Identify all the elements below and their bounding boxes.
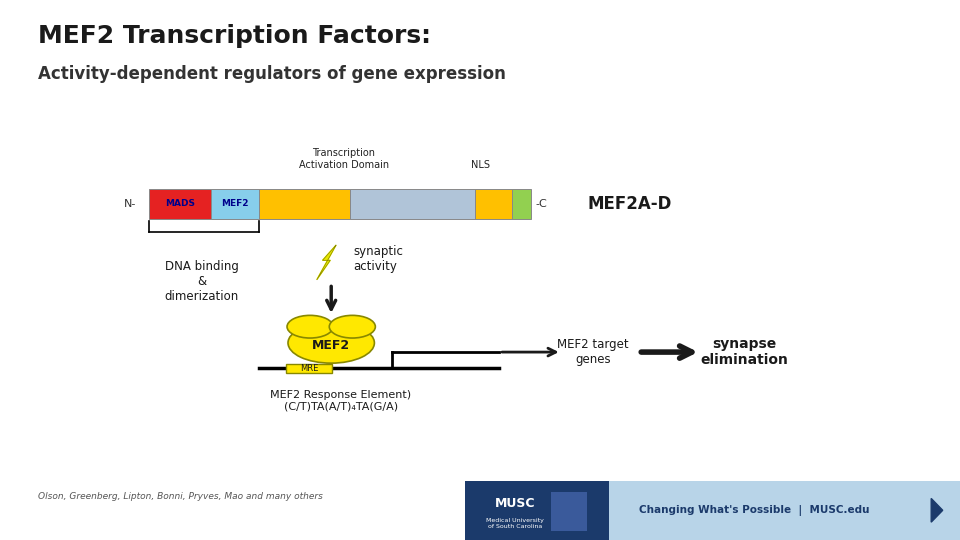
Text: MEF2: MEF2 bbox=[222, 199, 249, 208]
Ellipse shape bbox=[288, 322, 374, 363]
Text: Changing What's Possible  |  MUSC.edu: Changing What's Possible | MUSC.edu bbox=[639, 505, 870, 516]
Bar bbox=[350, 189, 475, 219]
Ellipse shape bbox=[329, 315, 375, 338]
Bar bbox=[465, 481, 609, 540]
Text: MRE: MRE bbox=[300, 364, 319, 373]
Text: MEF2: MEF2 bbox=[312, 339, 350, 352]
Text: NLS: NLS bbox=[470, 160, 490, 170]
Text: Activity-dependent regulators of gene expression: Activity-dependent regulators of gene ex… bbox=[38, 65, 506, 83]
Ellipse shape bbox=[287, 315, 333, 338]
Bar bbox=[551, 492, 587, 531]
Bar bbox=[475, 189, 512, 219]
Text: MEF2 target
genes: MEF2 target genes bbox=[558, 338, 629, 366]
Text: Medical University
of South Carolina: Medical University of South Carolina bbox=[486, 518, 544, 529]
Text: MADS: MADS bbox=[165, 199, 195, 208]
Polygon shape bbox=[317, 245, 336, 280]
Bar bbox=[149, 189, 211, 219]
Bar bbox=[259, 189, 350, 219]
Text: DNA binding
&
dimerization: DNA binding & dimerization bbox=[164, 260, 239, 303]
Text: Transcription
Activation Domain: Transcription Activation Domain bbox=[299, 148, 389, 170]
Text: -C: -C bbox=[536, 199, 547, 208]
Text: synapse
elimination: synapse elimination bbox=[700, 337, 788, 367]
Text: MUSC: MUSC bbox=[494, 497, 536, 510]
Text: MEF2 Transcription Factors:: MEF2 Transcription Factors: bbox=[38, 24, 431, 48]
Text: N-: N- bbox=[124, 199, 136, 208]
Text: synaptic
activity: synaptic activity bbox=[353, 245, 403, 273]
Text: Olson, Greenberg, Lipton, Bonni, Pryves, Mao and many others: Olson, Greenberg, Lipton, Bonni, Pryves,… bbox=[38, 492, 324, 501]
Text: MEF2A-D: MEF2A-D bbox=[588, 194, 672, 213]
Text: MEF2 Response Element)
(C/T)TA(A/T)₄TA(G/A): MEF2 Response Element) (C/T)TA(A/T)₄TA(G… bbox=[270, 390, 412, 411]
Bar bbox=[609, 481, 960, 540]
Bar bbox=[286, 364, 332, 373]
Polygon shape bbox=[931, 498, 943, 522]
Bar bbox=[512, 189, 531, 219]
Bar bbox=[211, 189, 259, 219]
